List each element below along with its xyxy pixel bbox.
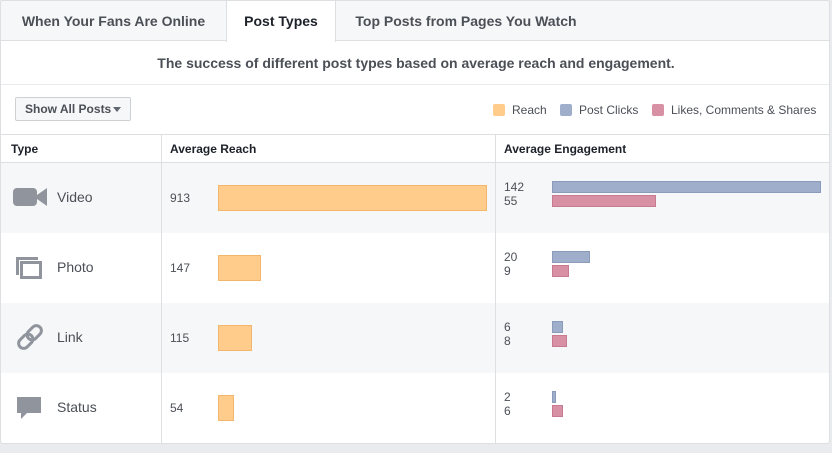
column-header-reach[interactable]: Average Reach (170, 142, 257, 156)
column-header-engagement[interactable]: Average Engagement (504, 142, 627, 156)
legend-likes-comments-shares: Likes, Comments & Shares (652, 102, 829, 118)
legend-reach: Reach (493, 102, 563, 118)
likes-value: 8 (504, 334, 511, 348)
likes-bar (552, 265, 569, 277)
insights-panel: When Your Fans Are Online Post Types Top… (0, 0, 830, 444)
post-clicks-bar (552, 321, 563, 333)
post-clicks-bar (552, 251, 590, 263)
speech-bubble-icon (17, 397, 41, 419)
legend-swatch-clicks (560, 104, 572, 116)
dropdown-label: Show All Posts (25, 102, 112, 116)
post-clicks-bar (552, 181, 821, 193)
likes-value: 6 (504, 404, 511, 418)
table-row: Photo 147 20 9 (1, 233, 829, 303)
legend-label: Reach (512, 103, 547, 117)
column-divider (495, 134, 496, 443)
reach-value: 913 (170, 191, 191, 205)
legend-swatch-likes (652, 104, 664, 116)
reach-value: 54 (170, 401, 184, 415)
type-label: Video (57, 189, 93, 205)
reach-bar (218, 185, 487, 211)
reach-value: 115 (170, 331, 190, 345)
likes-bar (552, 335, 567, 347)
tab-top-posts[interactable]: Top Posts from Pages You Watch (355, 13, 577, 29)
legend-swatch-reach (493, 104, 505, 116)
likes-bar (552, 405, 563, 417)
post-clicks-value: 6 (504, 320, 511, 334)
type-label: Link (57, 329, 83, 345)
caret-down-icon (113, 107, 121, 112)
reach-bar (218, 255, 261, 281)
column-divider (161, 134, 162, 443)
table-row: Link 115 6 8 (1, 303, 829, 373)
chain-link-icon (17, 324, 43, 350)
likes-bar (552, 195, 656, 207)
tab-post-types[interactable]: Post Types (226, 1, 336, 42)
section-description: The success of different post types base… (1, 41, 829, 85)
reach-bar (218, 325, 252, 351)
type-label: Status (57, 399, 97, 415)
legend-label: Post Clicks (579, 103, 639, 117)
legend-post-clicks: Post Clicks (560, 102, 650, 118)
post-types-table: Type Average Reach Average Engagement Vi… (1, 134, 829, 443)
likes-value: 9 (504, 264, 511, 278)
post-clicks-value: 20 (504, 250, 518, 264)
post-clicks-value: 142 (504, 180, 525, 194)
tab-bar: When Your Fans Are Online Post Types Top… (1, 1, 829, 42)
reach-bar (218, 395, 234, 421)
table-row: Status 54 2 6 (1, 373, 829, 443)
table-header: Type Average Reach Average Engagement (1, 134, 829, 163)
show-all-posts-dropdown[interactable]: Show All Posts (15, 97, 131, 121)
post-clicks-bar (552, 391, 556, 403)
table-row: Video 913 142 55 (1, 163, 829, 233)
likes-value: 55 (504, 194, 518, 208)
video-camera-icon (13, 188, 47, 206)
tab-fans-online[interactable]: When Your Fans Are Online (21, 13, 206, 29)
column-header-type[interactable]: Type (11, 142, 39, 156)
reach-value: 147 (170, 261, 191, 275)
post-clicks-value: 2 (504, 390, 511, 404)
legend-label: Likes, Comments & Shares (671, 103, 817, 117)
type-label: Photo (57, 259, 94, 275)
photo-stack-icon (16, 257, 42, 279)
